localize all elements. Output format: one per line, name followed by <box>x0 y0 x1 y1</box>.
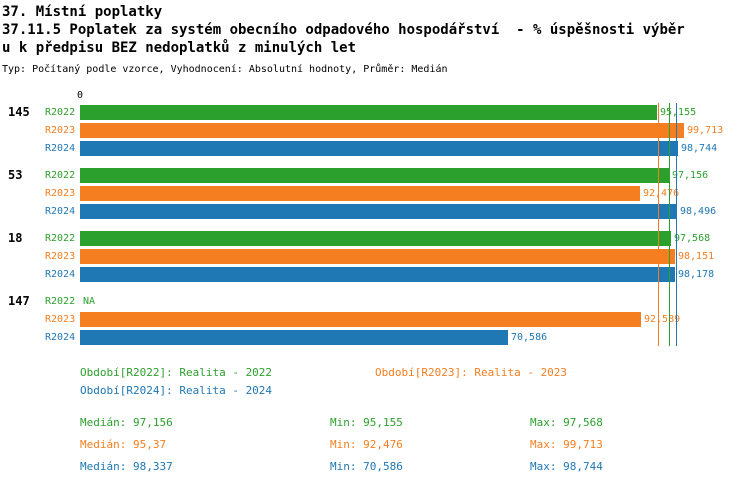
bar-group-147: 147 R2022 NA R2023 92,589 R2024 70,586 <box>0 292 750 346</box>
bar-R2022-145 <box>80 104 657 120</box>
series-label: R2022 <box>45 232 76 244</box>
bar-track: 99,713 <box>80 122 750 138</box>
legend: Období[R2022]: Realita - 2022 Období[R202… <box>0 364 750 400</box>
group-label: 53 <box>8 168 23 182</box>
bar-row-R2024-145: R2024 98,744 <box>0 139 750 157</box>
value-label-R2024-18: 98,178 <box>678 268 715 280</box>
bar-track: 98,496 <box>80 203 750 219</box>
bar-R2024-18 <box>80 266 675 282</box>
group-label: 18 <box>8 231 23 245</box>
chart-rows: 145 R2022 95,155 R2023 99,713 R2024 98,744 53 R2… <box>0 103 750 355</box>
stat-median-R2024: Medián: 98,337 <box>80 460 173 473</box>
value-label-R2023-53: 92,476 <box>643 187 680 199</box>
bar-track: 70,586 <box>80 329 750 345</box>
stats: Medián: 97,156 Min: 95,155 Max: 97,568 Medi… <box>0 412 750 478</box>
value-label-R2023-147: 92,589 <box>644 313 681 325</box>
bar-R2022-53 <box>80 167 669 183</box>
series-label: R2024 <box>45 142 76 154</box>
series-label: R2023 <box>45 187 76 199</box>
stat-min-R2022: Min: 95,155 <box>330 416 403 429</box>
bar-row-R2023-18: R2023 98,151 <box>0 247 750 265</box>
bar-row-R2023-53: R2023 92,476 <box>0 184 750 202</box>
bar-R2023-18 <box>80 248 675 264</box>
legend-item-R2022: Období[R2022]: Realita - 2022 <box>80 366 273 379</box>
bar-R2024-53 <box>80 203 677 219</box>
bar-R2024-145 <box>80 140 678 156</box>
series-label: R2024 <box>45 268 76 280</box>
stat-max-R2022: Max: 97,568 <box>530 416 603 429</box>
bar-row-R2022-53: 53 R2022 97,156 <box>0 166 750 184</box>
bar-track: 92,589 <box>80 311 750 327</box>
legend-item-R2023: Období[R2023]: Realita - 2023 <box>375 366 568 379</box>
stat-min-R2023: Min: 92,476 <box>330 438 403 451</box>
chart-title-line3: u k předpisu BEZ nedoplatků z minulých l… <box>2 40 357 56</box>
bar-R2023-147 <box>80 311 641 327</box>
bar-row-R2023-147: R2023 92,589 <box>0 310 750 328</box>
series-label: R2023 <box>45 313 76 325</box>
stat-max-R2023: Max: 99,713 <box>530 438 603 451</box>
bar-row-R2024-53: R2024 98,496 <box>0 202 750 220</box>
value-label-R2023-18: 98,151 <box>678 250 715 262</box>
chart-title-line1: 37. Místní poplatky <box>2 4 163 20</box>
bar-row-R2024-147: R2024 70,586 <box>0 328 750 346</box>
stat-min-R2024: Min: 70,586 <box>330 460 403 473</box>
bar-track: 98,744 <box>80 140 750 156</box>
value-label-R2022-145: 95,155 <box>660 106 697 118</box>
series-label: R2022 <box>45 295 76 307</box>
stat-max-R2024: Max: 98,744 <box>530 460 603 473</box>
bar-track: NA <box>80 294 750 309</box>
series-label: R2024 <box>45 331 76 343</box>
value-label-R2023-145: 99,713 <box>687 124 724 136</box>
bar-track: 95,155 <box>80 104 750 120</box>
value-label-R2024-53: 98,496 <box>680 205 717 217</box>
chart-subtitle: Typ: Počítaný podle vzorce, Vyhodnocení:… <box>2 64 448 75</box>
bar-track: 98,178 <box>80 266 750 282</box>
value-label-R2024-147: 70,586 <box>511 331 548 343</box>
series-label: R2023 <box>45 124 76 136</box>
value-label-R2022-53: 97,156 <box>672 169 709 181</box>
bar-R2023-145 <box>80 122 684 138</box>
value-label-R2022-18: 97,568 <box>674 232 711 244</box>
bar-R2022-18 <box>80 230 671 246</box>
bar-track: 98,151 <box>80 248 750 264</box>
bar-group-18: 18 R2022 97,568 R2023 98,151 R2024 98,178 <box>0 229 750 283</box>
bar-R2024-147 <box>80 329 508 345</box>
bar-row-R2022-18: 18 R2022 97,568 <box>0 229 750 247</box>
group-label: 145 <box>8 105 30 119</box>
value-label-R2022-147: NA <box>83 295 96 307</box>
bar-row-R2024-18: R2024 98,178 <box>0 265 750 283</box>
bar-group-53: 53 R2022 97,156 R2023 92,476 R2024 98,496 <box>0 166 750 220</box>
group-label: 147 <box>8 294 30 308</box>
stat-median-R2023: Medián: 95,37 <box>80 438 167 451</box>
legend-item-R2024: Období[R2024]: Realita - 2024 <box>80 384 273 397</box>
bar-track: 92,476 <box>80 185 750 201</box>
series-label: R2022 <box>45 106 76 118</box>
stat-median-R2022: Medián: 97,156 <box>80 416 173 429</box>
bar-row-R2022-145: 145 R2022 95,155 <box>0 103 750 121</box>
series-label: R2024 <box>45 205 76 217</box>
bar-row-R2022-147: 147 R2022 NA <box>0 292 750 310</box>
bar-track: 97,156 <box>80 167 750 183</box>
bar-row-R2023-145: R2023 99,713 <box>0 121 750 139</box>
chart-header: 37. Místní poplatky 37.11.5 Poplatek za … <box>0 0 750 77</box>
bar-chart: 0 145 R2022 95,155 R2023 99,713 R2024 98,744 53… <box>0 90 750 348</box>
bar-R2023-53 <box>80 185 640 201</box>
chart-title-line2: 37.11.5 Poplatek za systém obecního odpa… <box>2 22 685 38</box>
value-label-R2024-145: 98,744 <box>681 142 718 154</box>
axis-zero-label: 0 <box>76 90 84 101</box>
series-label: R2023 <box>45 250 76 262</box>
bar-track: 97,568 <box>80 230 750 246</box>
series-label: R2022 <box>45 169 76 181</box>
bar-group-145: 145 R2022 95,155 R2023 99,713 R2024 98,744 <box>0 103 750 157</box>
